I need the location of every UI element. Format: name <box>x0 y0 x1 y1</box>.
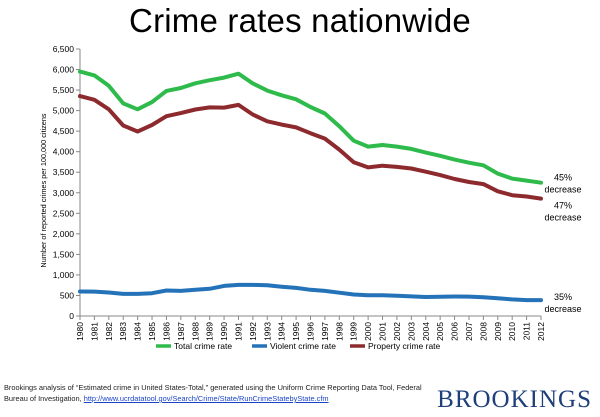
x-tick-label: 1994 <box>277 322 287 341</box>
y-tick-label: 3,000 <box>53 188 75 198</box>
y-tick-label: 2,000 <box>53 229 75 239</box>
x-tick-label: 1989 <box>205 322 215 341</box>
x-tick-label: 1990 <box>219 322 229 341</box>
annotation-text: decrease <box>544 304 581 314</box>
x-tick-label: 2009 <box>493 322 503 341</box>
annotation-text: 35% <box>554 292 572 302</box>
legend: Total crime rate Violent crime rate Proper… <box>156 341 441 351</box>
series-line <box>78 94 543 201</box>
x-tick-label: 2006 <box>450 322 460 341</box>
y-tick-label: 500 <box>60 290 74 300</box>
x-tick-label: 1996 <box>306 322 316 341</box>
annotation-text: 45% <box>554 173 572 183</box>
annotation-text: decrease <box>544 213 581 223</box>
legend-label: Property crime rate <box>368 341 441 351</box>
x-tick-label: 2000 <box>363 322 373 341</box>
x-tick-label: 1997 <box>320 322 330 341</box>
brookings-logo: BROOKINGS <box>437 386 592 413</box>
annotation-text: decrease <box>544 185 581 195</box>
x-tick-label: 2004 <box>421 322 431 341</box>
y-tick-label: 0 <box>69 311 74 321</box>
annotation-text: 47% <box>554 201 572 211</box>
legend-label: Violent crime rate <box>270 341 336 351</box>
y-tick-label: 1,000 <box>53 270 75 280</box>
y-tick-label: 6,000 <box>53 65 75 75</box>
x-tick-label: 2012 <box>536 322 546 341</box>
page-title: Crime rates nationwide <box>129 2 471 39</box>
x-tick-label: 1988 <box>190 322 200 341</box>
series-line <box>78 282 543 303</box>
x-tick-label: 2011 <box>522 322 532 341</box>
x-tick-label: 2008 <box>478 322 488 341</box>
x-tick-label: 1992 <box>248 322 258 341</box>
y-axis-title: Number of reported crimes per 100,000 ci… <box>39 113 48 267</box>
y-tick-label: 5,000 <box>53 106 75 116</box>
x-tick-label: 1987 <box>176 322 186 341</box>
series-line <box>78 69 543 185</box>
x-tick-label: 2002 <box>392 322 402 341</box>
x-tick-label: 1993 <box>262 322 272 341</box>
x-tick-label: 2010 <box>507 322 517 341</box>
y-tick-label: 4,500 <box>53 126 75 136</box>
legend-label: Total crime rate <box>174 341 232 351</box>
source-text: Brookings analysis of “Estimated crime i… <box>4 383 422 403</box>
x-tick-label: 1998 <box>334 322 344 341</box>
x-tick-label: 2003 <box>406 322 416 341</box>
source-link[interactable]: http://www.ucrdatatool.gov/Search/Crime/… <box>83 394 329 403</box>
x-tick-label: 2005 <box>435 322 445 341</box>
y-tick-label: 5,500 <box>53 85 75 95</box>
x-tick-label: 1985 <box>147 322 157 341</box>
x-tick-label: 2001 <box>378 322 388 341</box>
y-tick-label: 6,500 <box>53 44 75 54</box>
x-tick-label: 1986 <box>161 322 171 341</box>
annotations: 45% decrease 47% decrease 35% decrease <box>544 173 581 314</box>
x-tick-label: 1983 <box>118 322 128 341</box>
source-note: Brookings analysis of “Estimated crime i… <box>4 382 424 404</box>
y-tick-label: 1,500 <box>53 249 75 259</box>
y-tick-label: 2,500 <box>53 208 75 218</box>
x-tick-label: 1982 <box>104 322 114 341</box>
y-tick-label: 4,000 <box>53 147 75 157</box>
x-tick-label: 1991 <box>233 322 243 341</box>
y-tick-label: 3,500 <box>53 167 75 177</box>
x-tick-label: 1999 <box>349 322 359 341</box>
x-tick-label: 1980 <box>75 322 85 341</box>
x-tick-label: 1995 <box>291 322 301 341</box>
x-tick-label: 1981 <box>89 322 99 341</box>
x-tick-label: 2007 <box>464 322 474 341</box>
series-layer <box>78 69 543 303</box>
x-tick-label: 1984 <box>133 322 143 341</box>
axes: 0 500 1,000 1,500 2,000 2,500 3,000 3,500 4,000 4… <box>39 44 546 341</box>
